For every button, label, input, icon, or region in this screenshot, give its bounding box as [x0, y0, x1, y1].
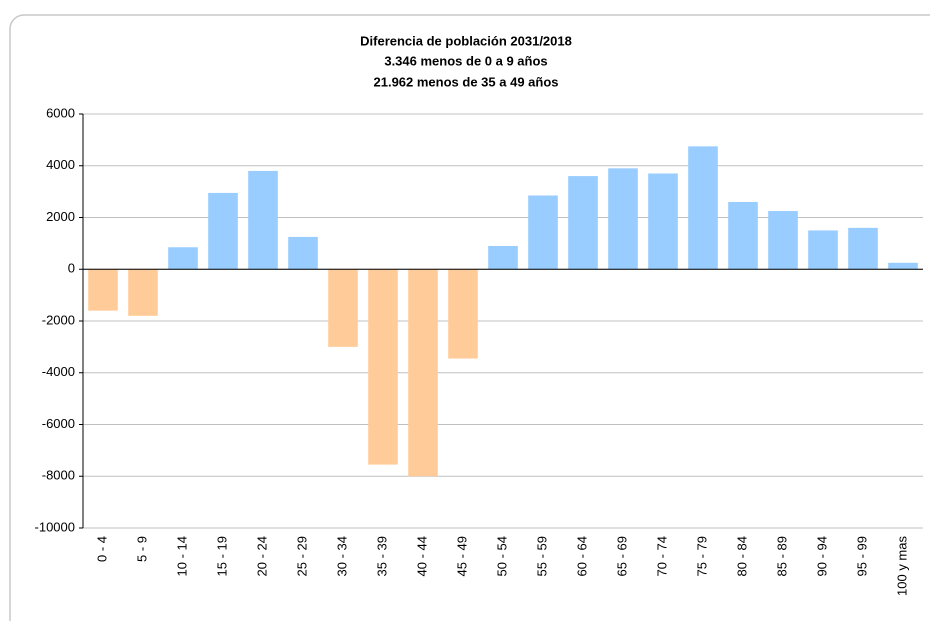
bar: [608, 168, 638, 270]
bar: [288, 236, 318, 270]
chart-subtitle: 21.962 menos de 35 a 49 años: [374, 74, 559, 89]
bar: [768, 211, 798, 270]
x-tick-label: 85 - 89: [774, 536, 789, 576]
bar: [168, 247, 198, 270]
bar: [688, 146, 718, 270]
x-tick-label: 55 - 59: [534, 536, 549, 576]
chart-subtitle: 3.346 menos de 0 a 9 años: [384, 53, 547, 68]
bar: [128, 269, 158, 316]
x-tick-label: 5 - 9: [134, 536, 149, 562]
x-tick-label: 75 - 79: [694, 536, 709, 576]
bar: [448, 269, 478, 359]
chart-title: Diferencia de población 2031/2018: [360, 33, 572, 48]
bar: [888, 262, 918, 270]
bar: [248, 170, 278, 270]
x-tick-label: 95 - 99: [854, 536, 869, 576]
x-tick-label: 45 - 49: [454, 536, 469, 576]
bar: [568, 176, 598, 270]
x-tick-label: 25 - 29: [294, 536, 309, 576]
bar: [528, 195, 558, 270]
bar: [488, 245, 518, 270]
x-tick-label: 100 y mas: [894, 536, 909, 596]
x-tick-label: 80 - 84: [734, 536, 749, 576]
x-tick-label: 15 - 19: [214, 536, 229, 576]
bar: [648, 173, 678, 270]
y-tick-label: -2000: [42, 312, 75, 327]
bar: [208, 192, 238, 270]
x-tick-label: 50 - 54: [494, 536, 509, 576]
bar: [408, 269, 438, 477]
y-tick-label: -6000: [42, 416, 75, 431]
bar: [808, 230, 838, 270]
x-tick-label: 10 - 14: [174, 536, 189, 576]
x-tick-label: 60 - 64: [574, 536, 589, 576]
x-tick-label: 65 - 69: [614, 536, 629, 576]
y-tick-label: -4000: [42, 364, 75, 379]
x-tick-label: 0 - 4: [94, 536, 109, 562]
x-tick-label: 70 - 74: [654, 536, 669, 576]
y-tick-label: 0: [68, 261, 75, 276]
x-tick-label: 90 - 94: [814, 536, 829, 576]
y-tick-label: 6000: [46, 105, 75, 120]
y-tick-label: -8000: [42, 468, 75, 483]
y-tick-label: -10000: [35, 519, 75, 534]
bar: [88, 269, 118, 311]
bar: [728, 201, 758, 270]
x-tick-label: 30 - 34: [334, 536, 349, 576]
x-tick-label: 35 - 39: [374, 536, 389, 576]
x-tick-label: 40 - 44: [414, 536, 429, 576]
y-tick-label: 2000: [46, 209, 75, 224]
bar: [328, 269, 358, 347]
x-tick-label: 20 - 24: [254, 536, 269, 576]
bar: [848, 227, 878, 270]
y-tick-label: 4000: [46, 157, 75, 172]
bar: [368, 269, 398, 465]
